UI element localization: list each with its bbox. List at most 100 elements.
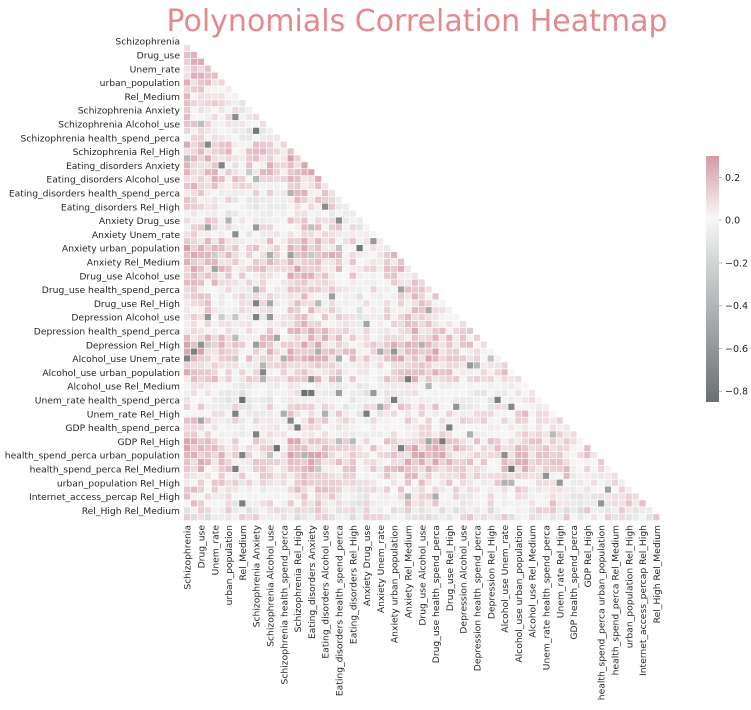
heatmap-cell (439, 417, 446, 424)
heatmap-cell (556, 493, 563, 500)
column-tick-label: health_spend_perca urban_population (597, 525, 608, 700)
heatmap-cell (363, 417, 370, 424)
heatmap-cell (322, 493, 329, 500)
heatmap-cell (308, 348, 315, 355)
heatmap-cell (211, 410, 218, 417)
heatmap-cell (356, 348, 363, 355)
heatmap-cell (542, 438, 549, 445)
heatmap-cell (294, 376, 301, 383)
heatmap-cell (335, 438, 342, 445)
heatmap-cell (211, 355, 218, 362)
heatmap-cell (266, 479, 273, 486)
heatmap-cell (391, 507, 398, 514)
heatmap-cell (315, 189, 322, 196)
heatmap-cell (232, 279, 239, 286)
heatmap-cell (432, 479, 439, 486)
heatmap-cell (598, 500, 605, 507)
heatmap-cell (315, 314, 322, 321)
heatmap-cell (280, 465, 287, 472)
heatmap-cell (598, 479, 605, 486)
heatmap-cell (190, 286, 198, 293)
heatmap-cell (432, 452, 439, 459)
heatmap-cell (349, 458, 356, 466)
heatmap-cell (232, 286, 239, 293)
heatmap-cell (266, 293, 273, 300)
heatmap-cell (239, 341, 246, 348)
heatmap-cell (453, 314, 460, 321)
heatmap-cell (190, 79, 198, 86)
heatmap-cell (584, 507, 591, 514)
heatmap-cell (225, 265, 232, 272)
heatmap-cell (356, 376, 363, 383)
heatmap-cell (246, 155, 253, 162)
heatmap-cell (397, 431, 405, 438)
heatmap-cell (529, 396, 536, 403)
heatmap-cell (184, 279, 191, 286)
heatmap-cell (294, 479, 301, 486)
heatmap-cell (384, 452, 391, 459)
heatmap-cell (315, 465, 322, 472)
heatmap-cell (225, 355, 232, 362)
heatmap-cell (501, 486, 508, 493)
heatmap-cell (349, 251, 356, 259)
heatmap-cell (211, 486, 218, 493)
heatmap-cell (598, 486, 605, 493)
heatmap-cell (190, 272, 198, 279)
heatmap-cell (315, 376, 322, 383)
heatmap-cell (294, 189, 301, 196)
heatmap-cell (280, 424, 287, 431)
heatmap-cell (184, 65, 191, 72)
heatmap-cell (335, 196, 342, 203)
heatmap-cell (246, 334, 253, 341)
heatmap-cell (480, 465, 487, 472)
heatmap-cell (280, 320, 287, 328)
heatmap-cell (322, 458, 329, 466)
heatmap-cell (377, 251, 384, 259)
heatmap-cell (404, 293, 411, 300)
heatmap-cell (411, 272, 418, 279)
heatmap-cell (363, 286, 370, 293)
heatmap-cell (598, 472, 605, 479)
heatmap-cell (494, 403, 501, 410)
heatmap-cell (259, 258, 267, 265)
heatmap-cell (349, 231, 356, 238)
heatmap-cell (411, 355, 418, 362)
heatmap-cell (453, 410, 460, 417)
heatmap-cell (466, 493, 474, 500)
heatmap-cell (363, 472, 370, 479)
heatmap-cell (204, 500, 211, 507)
heatmap-cell (232, 389, 239, 397)
heatmap-cell (301, 189, 308, 196)
heatmap-cell (322, 265, 329, 272)
heatmap-cell (391, 320, 398, 328)
heatmap-cell (308, 210, 315, 217)
heatmap-cell (190, 293, 198, 300)
heatmap-cell (218, 507, 225, 514)
heatmap-cell (342, 314, 349, 321)
row-tick-label: GDP Rel_High (117, 437, 180, 448)
heatmap-cell (335, 417, 342, 424)
heatmap-cells (184, 44, 660, 521)
heatmap-cell (356, 265, 363, 272)
heatmap-cell (446, 438, 453, 445)
heatmap-cell (584, 500, 591, 507)
colorbar-tick-label: −0.6 (725, 344, 748, 355)
heatmap-cell (556, 431, 563, 438)
heatmap-cell (446, 376, 453, 383)
heatmap-cell (487, 452, 494, 459)
heatmap-cell (253, 355, 260, 362)
heatmap-cell (529, 458, 536, 466)
heatmap-cell (453, 465, 460, 472)
heatmap-cell (570, 431, 577, 438)
heatmap-cell (356, 300, 363, 307)
heatmap-cell (239, 396, 246, 403)
heatmap-cell (432, 458, 439, 466)
heatmap-cell (218, 376, 225, 383)
heatmap-cell (322, 452, 329, 459)
heatmap-cell (294, 369, 301, 376)
heatmap-cell (273, 176, 280, 183)
heatmap-cell (542, 417, 549, 424)
heatmap-cell (322, 431, 329, 438)
heatmap-cell (301, 182, 308, 190)
heatmap-cell (377, 403, 384, 410)
